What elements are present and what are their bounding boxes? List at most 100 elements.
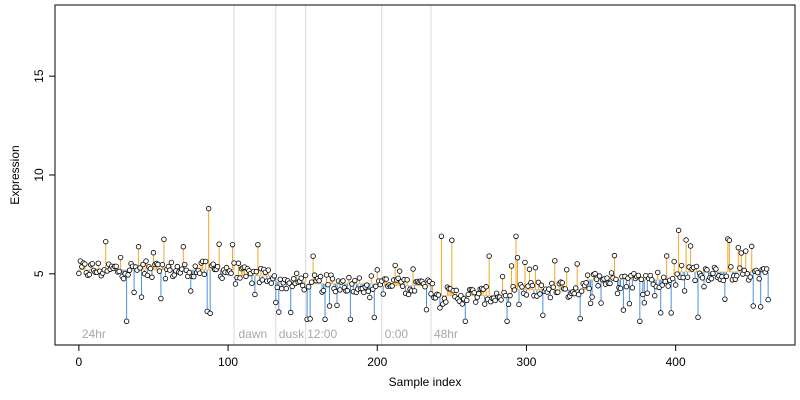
data-point: [117, 254, 124, 261]
data-point: [687, 243, 694, 249]
data-point: [462, 318, 468, 324]
data-point: [486, 253, 492, 259]
data-point: [522, 259, 528, 266]
data-point: [325, 282, 331, 288]
data-point: [435, 292, 442, 298]
data-point: [147, 265, 154, 272]
y-tick-label: 5: [32, 270, 46, 277]
data-point: [498, 297, 504, 303]
data-point: [329, 276, 336, 282]
data-point: [665, 283, 671, 289]
data-point: [307, 316, 313, 322]
data-point: [140, 261, 146, 268]
data-point: [699, 275, 706, 281]
data-point: [389, 283, 395, 289]
data-point: [623, 283, 630, 290]
data-point: [720, 277, 727, 284]
condition-label-1: dawn: [239, 327, 268, 341]
data-point: [265, 267, 272, 273]
data-point: [310, 253, 316, 259]
data-point: [334, 302, 340, 309]
data-point: [635, 272, 642, 279]
data-point: [158, 295, 164, 302]
data-point: [559, 280, 565, 286]
data-point: [156, 268, 163, 274]
data-point: [555, 289, 561, 295]
data-point: [308, 279, 315, 285]
data-point: [532, 265, 539, 271]
data-point: [663, 253, 670, 259]
data-point: [750, 303, 756, 309]
condition-label-4: 0:00: [385, 327, 409, 341]
data-point: [395, 275, 401, 281]
data-point: [216, 241, 222, 247]
data-point: [352, 277, 358, 284]
data-point: [617, 285, 624, 292]
data-point: [174, 263, 181, 270]
data-point: [437, 305, 443, 311]
data-point: [481, 301, 488, 307]
data-point: [734, 273, 740, 279]
data-point: [678, 262, 685, 269]
data-point: [76, 270, 82, 277]
data-point: [231, 260, 237, 266]
data-point: [82, 261, 88, 267]
x-axis-title: Sample index: [389, 375, 462, 389]
data-point: [219, 275, 225, 281]
data-point: [138, 294, 145, 300]
data-point: [192, 263, 198, 269]
data-point: [604, 275, 610, 281]
data-point: [161, 236, 167, 243]
data-point: [675, 227, 682, 234]
data-point: [695, 314, 701, 321]
data-point: [283, 285, 289, 292]
data-point: [423, 306, 430, 313]
data-point: [744, 271, 750, 277]
data-point: [638, 276, 645, 283]
condition-label-0: 24hr: [82, 327, 106, 341]
data-point: [728, 264, 734, 270]
data-point: [371, 314, 377, 321]
data-point: [144, 272, 151, 279]
data-point: [735, 244, 742, 251]
data-point: [584, 272, 591, 278]
data-point: [361, 289, 367, 296]
data-point: [464, 297, 470, 304]
data-point: [356, 275, 363, 281]
data-point: [150, 250, 157, 256]
condition-label-3: 12:00: [307, 327, 337, 341]
data-point: [659, 282, 665, 288]
condition-label-2: dusk: [279, 327, 305, 341]
data-point: [383, 276, 389, 282]
data-point: [572, 285, 579, 291]
data-point: [668, 310, 674, 316]
data-point: [499, 273, 506, 280]
data-point: [655, 269, 661, 276]
data-point: [765, 297, 771, 303]
data-point: [741, 267, 747, 274]
data-point: [505, 301, 512, 308]
data-point: [131, 289, 137, 296]
data-points: [76, 205, 771, 324]
data-point: [243, 273, 249, 280]
data-point: [749, 243, 755, 250]
data-point: [614, 290, 621, 297]
y-axis: 5 10 15: [32, 69, 56, 277]
data-point: [298, 275, 304, 281]
x-tick-label: 300: [516, 355, 536, 369]
data-point: [681, 288, 688, 294]
data-point: [259, 277, 266, 283]
data-point: [649, 277, 655, 283]
data-point: [125, 272, 131, 278]
data-point: [519, 284, 525, 290]
data-point: [197, 270, 203, 276]
data-point: [672, 282, 679, 288]
data-point: [332, 288, 339, 295]
data-point: [162, 275, 169, 282]
data-point: [671, 258, 677, 265]
data-point: [483, 284, 489, 290]
data-point: [268, 280, 275, 286]
data-point: [428, 291, 434, 297]
data-point: [507, 292, 513, 299]
data-point: [529, 282, 536, 289]
